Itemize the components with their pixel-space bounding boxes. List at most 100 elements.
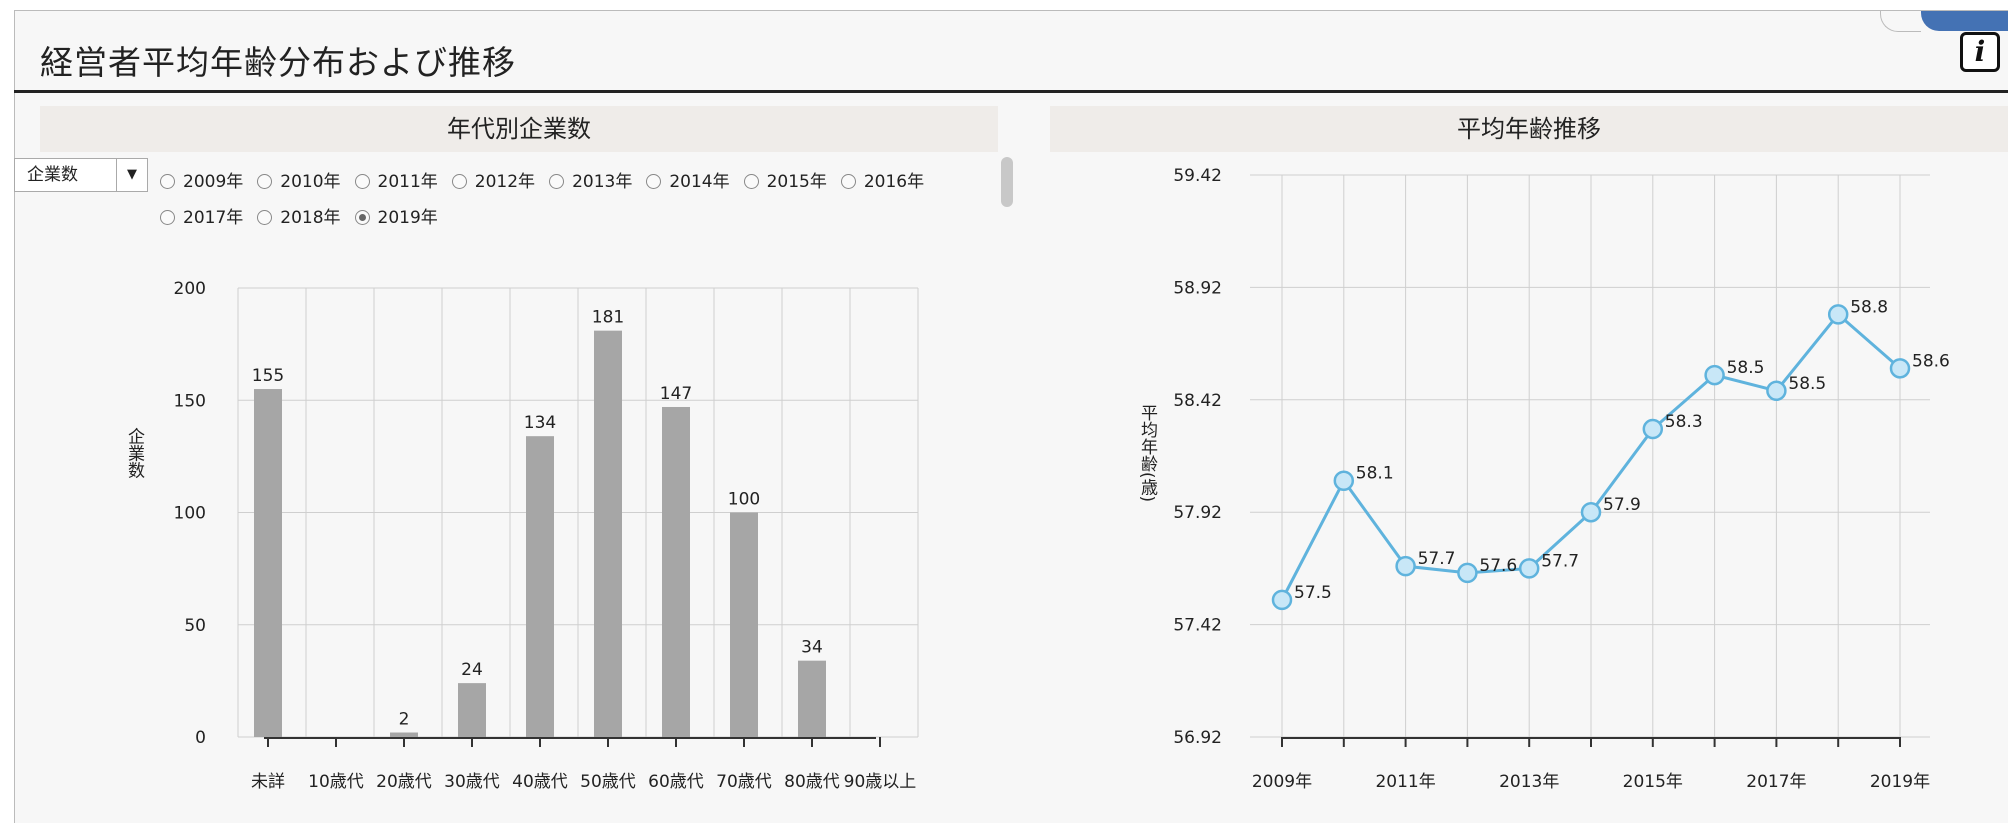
bar-x-tick-label: 20歳代 [376, 772, 432, 792]
bar-data-label: 34 [801, 638, 823, 658]
radio-circle-icon[interactable] [257, 174, 273, 189]
bar-80歳代 [798, 660, 826, 737]
scrollbar-thumb[interactable] [1001, 157, 1013, 207]
year-radio-label: 2012年 [474, 172, 536, 192]
bar-data-label: 181 [592, 308, 624, 328]
page-title: 経営者平均年齢分布および推移 [40, 43, 516, 82]
bar-x-tick-label: 未詳 [251, 772, 285, 792]
line-data-label: 57.5 [1294, 583, 1332, 603]
bar-y-tick-label: 200 [174, 279, 206, 299]
bar-30歳代 [458, 683, 486, 737]
year-radio-2014年[interactable]: 2014年 [646, 164, 730, 200]
bar-y-tick-label: 50 [184, 616, 206, 636]
bar-y-axis-title: 企業数 [124, 427, 145, 478]
info-icon[interactable]: i [1960, 32, 2000, 72]
year-radio-2016年[interactable]: 2016年 [840, 164, 925, 200]
year-radio-label: 2011年 [377, 172, 438, 192]
bar-x-tick-label: 40歳代 [512, 772, 568, 792]
year-radio-2010年[interactable]: 2010年 [257, 164, 341, 200]
year-radio-2009年[interactable]: 2009年 [160, 164, 243, 200]
radio-circle-icon[interactable] [160, 174, 175, 189]
metric-select[interactable]: 企業数 ▼ [14, 158, 148, 192]
line-data-label: 58.5 [1788, 374, 1826, 394]
year-radio-label: 2009年 [183, 172, 244, 192]
bar-y-tick-label: 0 [195, 728, 206, 748]
bar-50歳代 [594, 330, 622, 737]
line-data-label: 57.7 [1541, 551, 1579, 571]
year-radio-group: 2009年 2010年 2011年 2012年 2013年 2014年 2015年 2016年… [160, 164, 1000, 236]
line-point-2010 [1333, 470, 1355, 491]
bar-20歳代 [390, 732, 418, 737]
bar-x-tick-label: 90歳以上 [844, 772, 917, 792]
line-x-tick-label: 2011年 [1375, 772, 1435, 792]
line-x-tick-label: 2017年 [1746, 772, 1806, 792]
line-point-2018 [1827, 304, 1849, 325]
bar-70歳代 [730, 512, 758, 737]
bar-data-label: 147 [660, 384, 692, 404]
line-x-tick-label: 2013年 [1499, 772, 1559, 792]
year-radio-2019年[interactable]: 2019年 [354, 200, 438, 236]
bar-data-label: 134 [524, 413, 556, 433]
line-x-tick-label: 2019年 [1870, 772, 1930, 792]
radio-circle-icon[interactable] [646, 174, 662, 189]
year-radio-2013年[interactable]: 2013年 [549, 164, 632, 200]
line-data-label: 57.6 [1479, 556, 1517, 576]
dropdown-arrow-icon[interactable]: ▼ [116, 159, 147, 191]
line-point-2009 [1271, 589, 1293, 611]
bar-40歳代 [526, 436, 554, 737]
line-data-label: 57.9 [1603, 495, 1641, 515]
line-point-2012 [1457, 562, 1478, 584]
radio-circle-icon[interactable] [451, 174, 467, 189]
line-data-label: 58.1 [1356, 464, 1394, 484]
radio-circle-icon[interactable] [160, 210, 175, 225]
corner-tab [1921, 11, 2008, 31]
line-panel-heading: 平均年齢推移 [1050, 106, 2008, 152]
year-radio-2012年[interactable]: 2012年 [451, 164, 536, 200]
radio-circle-icon[interactable] [354, 210, 370, 225]
radio-circle-icon[interactable] [743, 174, 759, 189]
line-data-label: 58.8 [1850, 297, 1888, 317]
bar-x-tick-label: 80歳代 [784, 772, 840, 792]
year-radio-label: 2010年 [280, 172, 341, 192]
line-y-tick-label: 57.92 [1173, 503, 1222, 523]
bar-x-tick-label: 10歳代 [308, 772, 364, 792]
line-point-2011 [1395, 555, 1416, 577]
line-point-2015 [1642, 418, 1664, 440]
bar-x-tick-label: 60歳代 [648, 772, 704, 792]
year-radio-label: 2013年 [572, 172, 633, 192]
radio-circle-icon[interactable] [549, 174, 565, 189]
radio-circle-icon[interactable] [354, 174, 370, 189]
year-radio-label: 2014年 [669, 172, 730, 192]
line-x-tick-label: 2009年 [1252, 772, 1312, 792]
year-radio-2011年[interactable]: 2011年 [354, 164, 438, 200]
bar-x-tick-label: 50歳代 [580, 772, 636, 792]
line-data-label: 58.6 [1912, 351, 1950, 371]
year-radio-2017年[interactable]: 2017年 [160, 200, 243, 236]
line-data-label: 57.7 [1418, 549, 1456, 569]
bar-data-label: 2 [399, 710, 410, 730]
year-radio-label: 2016年 [863, 172, 925, 192]
year-radio-label: 2018年 [280, 208, 341, 228]
year-radio-label: 2019年 [377, 208, 438, 228]
year-radio-label: 2015年 [766, 172, 827, 192]
line-y-tick-label: 58.92 [1173, 278, 1222, 298]
bar-data-label: 155 [252, 366, 284, 386]
line-data-label: 58.5 [1727, 358, 1765, 378]
radio-circle-icon[interactable] [257, 210, 273, 225]
line-point-2013 [1518, 558, 1540, 579]
line-x-tick-label: 2015年 [1623, 772, 1683, 792]
bar-data-label: 100 [728, 490, 760, 510]
line-y-tick-label: 56.92 [1173, 728, 1222, 748]
line-y-tick-label: 59.42 [1173, 166, 1222, 186]
line-y-tick-label: 57.42 [1173, 616, 1222, 636]
title-divider [14, 90, 2008, 93]
bar-x-tick-label: 30歳代 [444, 772, 500, 792]
bar-x-tick-label: 70歳代 [716, 772, 772, 792]
year-radio-2015年[interactable]: 2015年 [743, 164, 827, 200]
year-radio-2018年[interactable]: 2018年 [257, 200, 341, 236]
radio-circle-icon[interactable] [840, 174, 856, 189]
line-point-2014 [1580, 501, 1602, 523]
line-y-tick-label: 58.42 [1173, 391, 1222, 411]
metric-select-value: 企業数 [27, 165, 78, 185]
